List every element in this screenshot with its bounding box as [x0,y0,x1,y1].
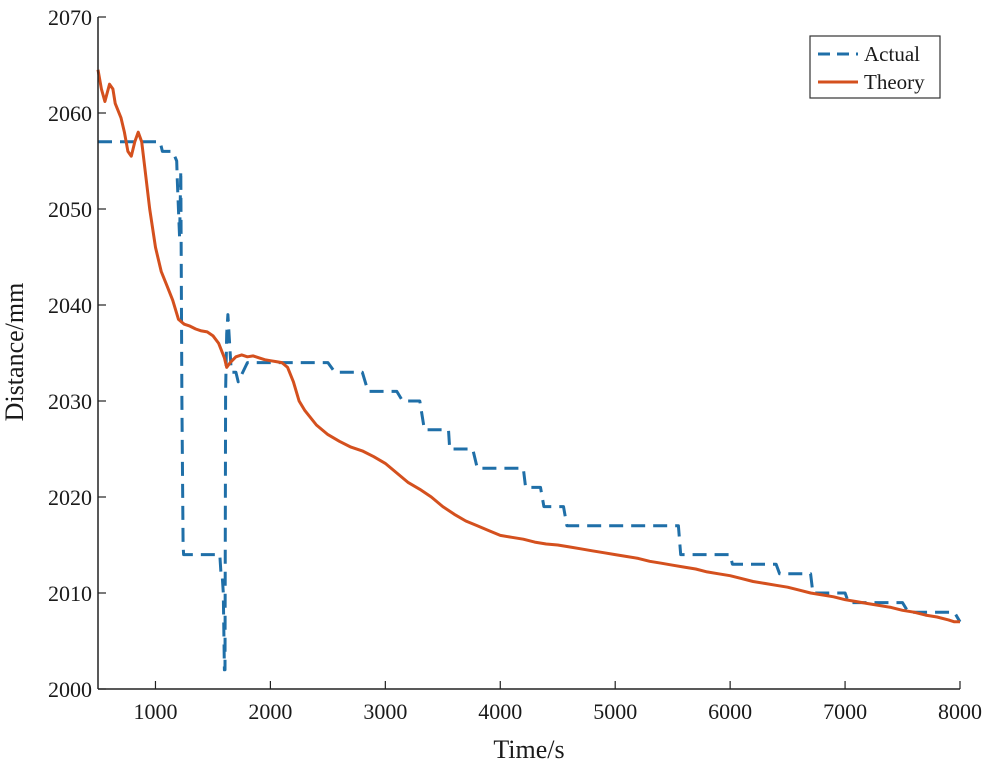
x-tick-label: 6000 [708,699,752,724]
x-tick-label: 3000 [363,699,407,724]
series-line-theory [96,69,960,624]
legend-label-theory: Theory [864,70,925,94]
legend-label-actual: Actual [864,42,920,66]
y-tick-label: 2050 [48,197,92,222]
plot-area [96,69,962,672]
x-tick-label: 5000 [593,699,637,724]
y-axis-label: Distance/mm [0,283,29,422]
x-tick-label: 2000 [248,699,292,724]
x-tick-label: 1000 [133,699,177,724]
legend: Actual Theory [809,35,941,99]
x-axis-label: Time/s [493,735,564,764]
y-tick-label: 2030 [48,389,92,414]
y-tick-label: 2040 [48,293,92,318]
tick-labels: 1000 2000 3000 4000 5000 6000 7000 8000 2000 2010… [48,5,982,724]
x-tick-label: 8000 [938,699,982,724]
y-tick-label: 2060 [48,101,92,126]
series-line-actual [98,140,962,672]
legend-box [809,35,941,99]
x-tick-label: 4000 [478,699,522,724]
y-tick-label: 2020 [48,485,92,510]
y-tick-label: 2000 [48,677,92,702]
x-tick-label: 7000 [823,699,867,724]
y-tick-label: 2010 [48,581,92,606]
axes [97,16,961,690]
y-tick-label: 2070 [48,5,92,30]
